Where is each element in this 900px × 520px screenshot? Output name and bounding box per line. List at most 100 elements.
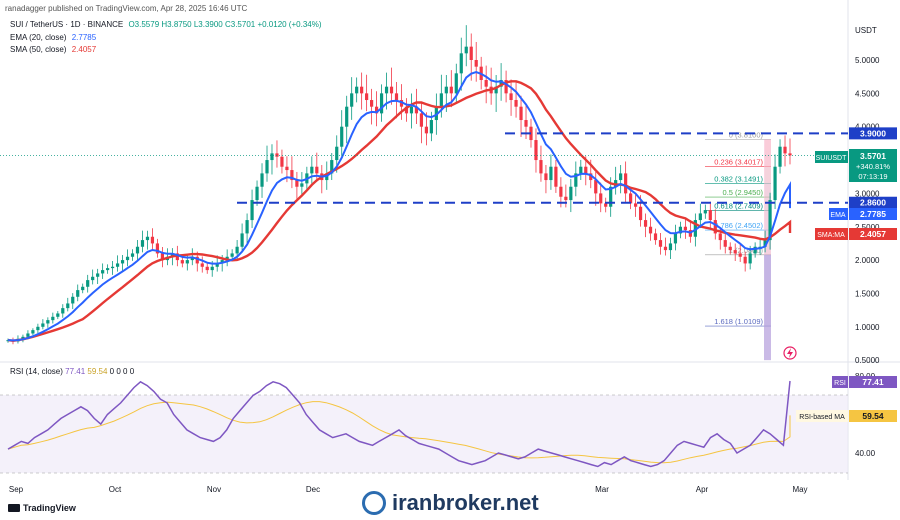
- rsi-ma-tag: RSI-based MA: [799, 414, 845, 421]
- candle-body: [519, 106, 523, 121]
- candle-body: [96, 273, 100, 277]
- candle-body: [51, 316, 55, 321]
- candle-body: [653, 233, 658, 241]
- candle-body: [569, 186, 573, 201]
- candle-body: [638, 206, 643, 221]
- sma-legend-label: SMA (50, close): [10, 45, 67, 54]
- time-axis: Sep Oct Nov Dec Mar Apr May: [9, 485, 808, 494]
- candle-body: [604, 203, 608, 207]
- rsi-ma-legend-value: 59.54: [87, 367, 108, 376]
- ema-legend-value: 2.7785: [71, 33, 97, 42]
- price-tick: 4.5000: [855, 89, 880, 98]
- candle-body: [230, 253, 234, 257]
- candle-body: [728, 246, 732, 251]
- candle-body: [394, 93, 399, 101]
- candle-body: [245, 220, 249, 234]
- svg-text:2.8600: 2.8600: [860, 198, 886, 208]
- symbol-title[interactable]: SUI / TetherUS · 1D · BINANCE: [10, 20, 124, 29]
- sma-50-line[interactable]: [7, 80, 792, 343]
- candle-body: [170, 253, 174, 257]
- candle-body: [41, 323, 45, 327]
- candle-body: [180, 260, 184, 264]
- month-label: Mar: [595, 485, 609, 494]
- candle-body: [703, 210, 707, 214]
- candle-body: [225, 256, 229, 261]
- candle-body: [743, 256, 747, 264]
- fib-label: 1.618 (1.0109): [714, 317, 763, 326]
- candle-body: [713, 220, 717, 234]
- candle-body: [399, 100, 404, 107]
- lightning-icon[interactable]: [783, 346, 797, 360]
- candle-body: [748, 253, 752, 264]
- sma-legend-value: 2.4057: [71, 45, 97, 54]
- candle-countdown: 07:13:19: [858, 172, 887, 181]
- candle-body: [115, 263, 120, 267]
- candle-body: [265, 160, 269, 174]
- rsi-legend[interactable]: RSI (14, close) 77.41 59.54 0 0 0 0: [10, 367, 134, 376]
- rsi-ma-value: 59.54: [862, 411, 884, 421]
- ema-20-line[interactable]: [7, 71, 791, 342]
- month-label: Oct: [109, 485, 122, 494]
- sma-badge: SMA:MA 2.4057: [815, 228, 897, 240]
- candle-body: [340, 126, 344, 147]
- candle-body: [389, 86, 394, 94]
- candle-body: [783, 146, 787, 154]
- candle-body: [574, 173, 578, 187]
- candle-body: [629, 193, 633, 204]
- svg-text:3.9000: 3.9000: [860, 128, 886, 138]
- fib-label: 0.618 (2.7409): [714, 202, 763, 211]
- candlestick-series: [6, 25, 792, 345]
- tradingview-icon: [8, 504, 20, 512]
- candle-body: [56, 313, 60, 317]
- tradingview-logo[interactable]: TradingView: [8, 503, 76, 513]
- fibonacci-retracement[interactable]: 0 (3.8100) 0.236 (3.4017) 0.382 (3.1491) 0.…: [705, 130, 771, 361]
- ohlc-values: O3.5579 H3.8750 L3.3900 C3.5701 +0.0120 …: [128, 20, 322, 29]
- rsi-line[interactable]: [7, 380, 791, 468]
- candle-body: [220, 260, 224, 264]
- candle-body: [554, 166, 558, 187]
- candle-body: [200, 263, 204, 267]
- ema-legend[interactable]: EMA (20, close) 2.7785: [10, 33, 96, 42]
- candle-body: [345, 106, 349, 127]
- candle-body: [534, 140, 538, 161]
- rsi-ma-line[interactable]: [7, 401, 791, 464]
- candle-body: [404, 106, 409, 114]
- candle-body: [768, 200, 772, 241]
- candle-body: [544, 173, 548, 181]
- candle-body: [110, 266, 115, 269]
- support-badge: 2.8600: [849, 196, 897, 209]
- candle-body: [315, 166, 319, 174]
- fib-extension-bar: [764, 254, 771, 361]
- month-label: Apr: [696, 485, 709, 494]
- candle-body: [673, 233, 678, 244]
- candle-body: [469, 46, 473, 60]
- candle-body: [215, 263, 219, 267]
- candle-body: [559, 186, 563, 197]
- candle-body: [310, 166, 314, 174]
- candle-body: [509, 93, 513, 101]
- price-tick: 3.0000: [855, 189, 880, 198]
- price-tick: 2.0000: [855, 256, 880, 265]
- candle-body: [365, 93, 369, 101]
- rsi-tag: RSI: [834, 380, 846, 387]
- candle-body: [290, 170, 294, 181]
- candle-body: [609, 186, 613, 207]
- candle-body: [619, 173, 623, 181]
- candle-body: [160, 253, 165, 261]
- month-label: May: [792, 485, 807, 494]
- sma-legend[interactable]: SMA (50, close) 2.4057: [10, 45, 96, 54]
- candle-body: [86, 280, 90, 287]
- sma-tag: SMA:MA: [817, 232, 845, 239]
- candle-body: [26, 333, 30, 337]
- fib-label: 1 (2.0800): [729, 246, 764, 255]
- candle-body: [374, 106, 379, 114]
- candle-body: [135, 246, 140, 254]
- tradingview-brand: TradingView: [23, 503, 76, 513]
- candle-body: [494, 86, 498, 94]
- candle-body: [599, 193, 603, 204]
- candle-body: [21, 336, 25, 339]
- candle-body: [499, 80, 503, 87]
- rsi-band: [0, 395, 848, 473]
- price-tick: 2.5000: [855, 223, 880, 232]
